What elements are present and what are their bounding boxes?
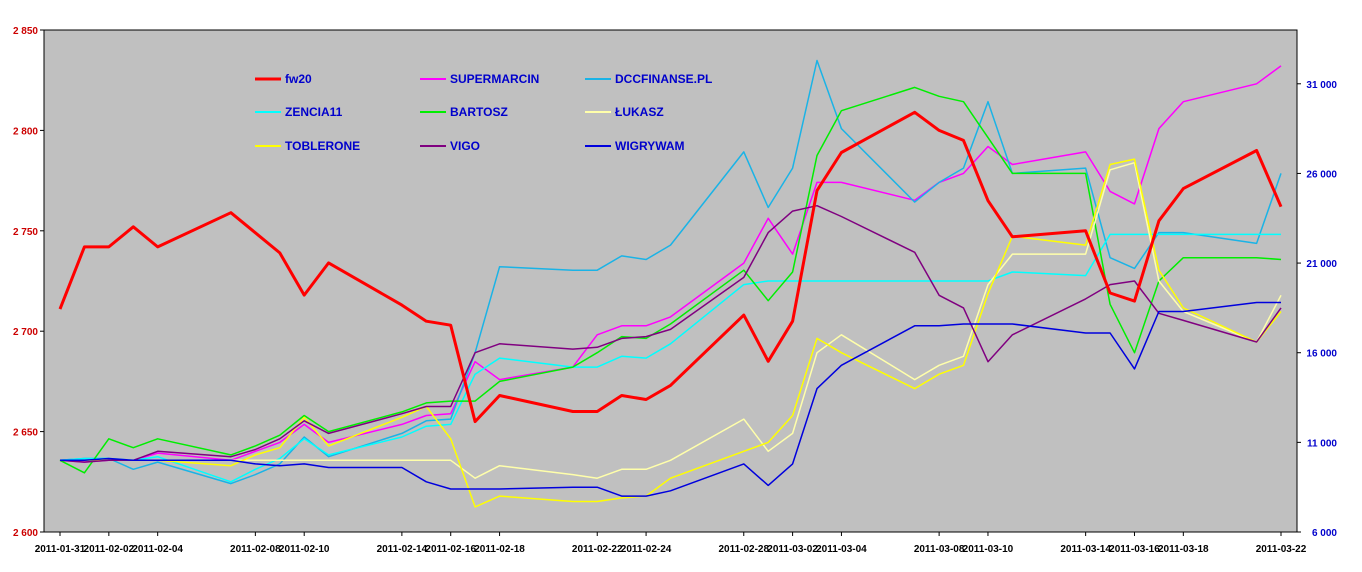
series-line-ukasz xyxy=(60,161,1282,479)
right-tick-label: 26 000 xyxy=(1306,169,1337,180)
x-tick-label: 2011-03-08 xyxy=(914,544,965,555)
x-tick-label: 2011-03-22 xyxy=(1256,544,1307,555)
series-line-dccfinanse-pl xyxy=(59,59,1282,485)
series-line-bartosz xyxy=(59,86,1282,474)
legend-item-fw20: fw20 xyxy=(255,72,312,86)
left-tick-label: 2 650 xyxy=(13,428,38,439)
x-tick-label: 2011-02-24 xyxy=(621,544,672,555)
left-tick-label: 2 700 xyxy=(13,327,38,338)
legend: fw20 SUPERMARCIN DCCFINANSE.PL ZENCIA11 BART… xyxy=(255,72,712,153)
legend-label: ŁUKASZ xyxy=(615,105,664,119)
left-tick-label: 2 850 xyxy=(13,26,38,37)
legend-item-bartosz: BARTOSZ xyxy=(420,105,508,119)
x-tick-label: 2011-02-28 xyxy=(718,544,769,555)
series-line-fw20 xyxy=(58,110,1283,424)
x-tick-label: 2011-02-22 xyxy=(572,544,623,555)
legend-item-zencia11: ZENCIA11 xyxy=(255,105,343,119)
legend-label: ZENCIA11 xyxy=(285,105,343,119)
x-tick-label: 2011-03-10 xyxy=(963,544,1014,555)
legend-item-wigrywam: WIGRYWAM xyxy=(585,139,685,153)
legend-item-vigo: VIGO xyxy=(420,139,480,153)
x-tick-label: 2011-02-16 xyxy=(425,544,476,555)
right-tick-label: 16 000 xyxy=(1306,349,1337,360)
x-tick-label: 2011-02-02 xyxy=(84,544,135,555)
x-tick-label: 2011-02-18 xyxy=(474,544,525,555)
x-tick-label: 2011-03-04 xyxy=(816,544,867,555)
legend-label: TOBLERONE xyxy=(285,139,360,153)
x-tick-label: 2011-03-14 xyxy=(1060,544,1111,555)
right-tick-label: 31 000 xyxy=(1306,80,1337,91)
x-tick-label: 2011-03-18 xyxy=(1158,544,1209,555)
x-tick-label: 2011-02-08 xyxy=(230,544,281,555)
series-line-supermarcin xyxy=(59,65,1282,463)
left-tick-label: 2 750 xyxy=(13,227,38,238)
right-tick-label: 21 000 xyxy=(1306,259,1337,270)
legend-label: fw20 xyxy=(285,72,312,86)
x-tick-label: 2011-02-04 xyxy=(132,544,183,555)
legend-label: VIGO xyxy=(450,139,480,153)
legend-label: BARTOSZ xyxy=(450,105,508,119)
legend-item-ukasz: ŁUKASZ xyxy=(585,105,664,119)
series-line-vigo xyxy=(59,204,1282,463)
legend-label: SUPERMARCIN xyxy=(450,72,539,86)
x-tick-label: 2011-03-16 xyxy=(1109,544,1160,555)
legend-item-supermarcin: SUPERMARCIN xyxy=(420,72,539,86)
left-tick-label: 2 800 xyxy=(13,126,38,137)
series-line-wigrywam xyxy=(60,301,1281,497)
series-layer xyxy=(58,59,1283,508)
x-tick-label: 2011-02-14 xyxy=(377,544,428,555)
series-line-zencia11 xyxy=(59,233,1281,483)
left-tick-label: 2 600 xyxy=(13,528,38,539)
x-tick-label: 2011-03-02 xyxy=(767,544,818,555)
legend-item-toblerone: TOBLERONE xyxy=(255,139,360,153)
plot-area xyxy=(43,29,1298,533)
right-tick-label: 11 000 xyxy=(1307,438,1337,449)
right-axis: 6 000 11 000 16 000 21 000 26 000 31 000 xyxy=(1296,30,1337,539)
legend-label: WIGRYWAM xyxy=(615,139,685,153)
x-tick-label: 2011-01-31 xyxy=(35,544,86,555)
legend-item-dccfinanse-pl: DCCFINANSE.PL xyxy=(585,72,712,86)
legend-label: DCCFINANSE.PL xyxy=(615,72,712,86)
left-axis: 2 600 2 650 2 700 2 750 2 800 2 850 xyxy=(13,26,45,539)
right-tick-label: 6 000 xyxy=(1312,528,1337,539)
x-tick-label: 2011-02-10 xyxy=(279,544,330,555)
